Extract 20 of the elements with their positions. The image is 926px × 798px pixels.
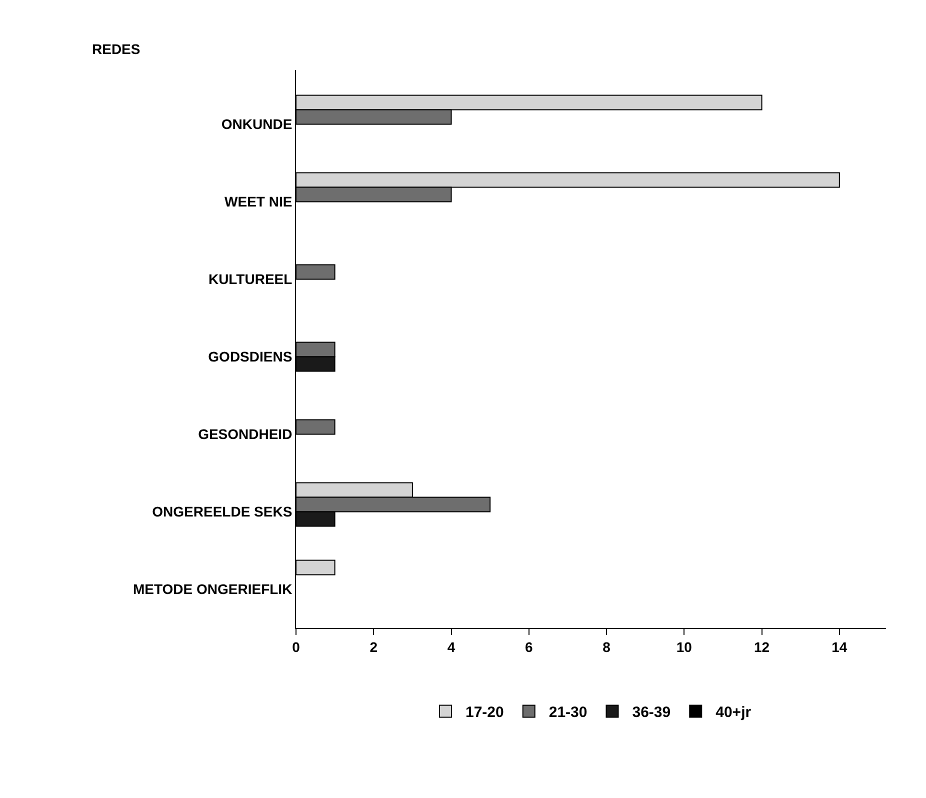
x-tick-label: 12 xyxy=(754,638,770,655)
x-tick-label: 10 xyxy=(676,638,692,655)
x-tick-label: 0 xyxy=(292,638,300,655)
y-tick-label: ONGEREELDE SEKS xyxy=(152,504,292,520)
x-tick-label: 2 xyxy=(370,638,378,655)
y-tick-label: METODE ONGERIEFLIK xyxy=(132,581,292,598)
x-tick-label: 4 xyxy=(447,638,456,655)
y-tick-label: ONKUNDE xyxy=(221,116,292,132)
y-tick-label: GODSDIENS xyxy=(208,348,292,365)
x-tick-label: 6 xyxy=(524,638,533,655)
y-tick-label: KULTUREEL xyxy=(208,271,293,288)
legend-label: 40+jr xyxy=(716,704,752,722)
legend-label: 36-39 xyxy=(632,704,671,722)
y-tick-label: WEET NIE xyxy=(224,194,292,210)
y-tick-label: GESONDHEID xyxy=(198,426,292,442)
x-tick-label: 14 xyxy=(832,638,848,655)
y-axis-title: REDES xyxy=(92,41,140,57)
legend-label: 17-20 xyxy=(466,704,504,722)
x-tick-label: 8 xyxy=(602,638,611,655)
legend-label: 21-30 xyxy=(548,704,588,722)
